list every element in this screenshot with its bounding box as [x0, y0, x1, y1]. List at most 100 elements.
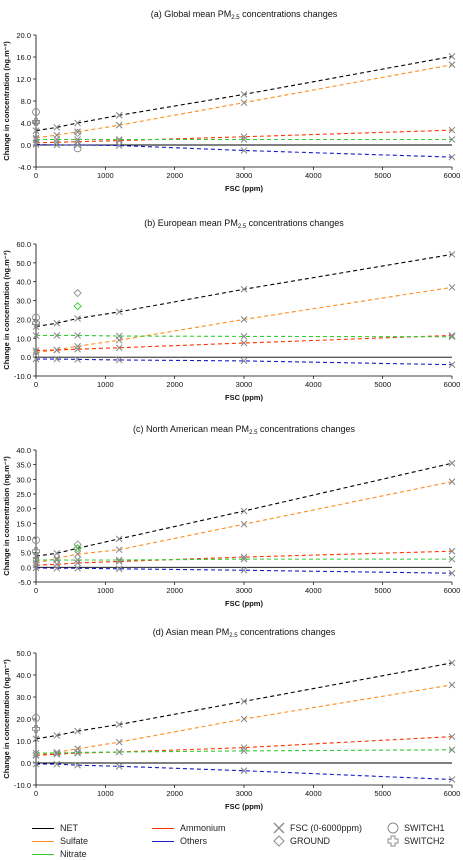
- chart2-title: (b) European mean PM2.5 concentrations c…: [144, 218, 344, 230]
- chart4-point-net: [53, 732, 61, 739]
- chart2-ytick-label: 30.0: [16, 297, 31, 306]
- chart3-point-sulfate: [448, 478, 456, 486]
- chart4-xtick-label: 2000: [166, 789, 183, 798]
- chart2-ground-marker: [73, 302, 82, 311]
- legend-item-sulfate: Sulfate: [32, 835, 88, 847]
- chart1-series-net: [35, 55, 453, 132]
- chart1-series-sulfate: [35, 64, 453, 139]
- legend-label-net: NET: [60, 823, 78, 833]
- chart2-xtick-label: 3000: [236, 380, 253, 389]
- chart3-point-sulfate: [115, 546, 123, 554]
- chart4-xtick-label: 0: [34, 789, 38, 798]
- legend-label-ammonium: Ammonium: [180, 823, 226, 833]
- chart2-point-ammonium: [448, 332, 456, 339]
- chart3-point-others: [53, 564, 61, 572]
- legend-swatch-switch1: [387, 822, 399, 834]
- chart1-point-others: [53, 141, 61, 149]
- chart1-point-nitrate: [53, 136, 61, 143]
- chart2-point-ammonium: [74, 345, 81, 353]
- chart4-ytick-label: 30.0: [16, 693, 31, 702]
- chart1-point-others: [32, 141, 40, 148]
- chart4-point-others: [74, 761, 81, 769]
- legend-label-sulfate: Sulfate: [60, 836, 89, 846]
- legend-item-switch2: SWITCH2: [386, 835, 445, 847]
- chart2-point-others: [448, 361, 456, 369]
- chart3-ytick-label: -5.0: [18, 578, 31, 587]
- chart1-point-nitrate: [115, 136, 123, 143]
- legend-label-switch2: SWITCH2: [404, 836, 445, 846]
- chart3-series-sulfate: [35, 481, 453, 564]
- chart3-xtick-label: 1000: [97, 586, 114, 595]
- legend-label-fsc: FSC (0-6000ppm): [290, 823, 363, 833]
- chart1-point-others: [448, 153, 456, 161]
- chart1-series-others: [35, 143, 453, 158]
- chart3-point-others: [448, 569, 456, 577]
- chart4-point-nitrate: [448, 746, 456, 754]
- chart3-point-net: [53, 549, 61, 557]
- chart4-point-net: [240, 698, 248, 705]
- chart2-xtick-label: 0: [34, 380, 38, 389]
- chart1-ground-marker: [73, 128, 82, 138]
- chart2-point-nitrate: [53, 332, 61, 339]
- chart3-point-nitrate: [115, 556, 123, 564]
- chart4-xtick-label: 5000: [374, 789, 391, 798]
- chart2-xtick-label: 5000: [374, 380, 391, 389]
- chart4-point-others: [32, 760, 40, 768]
- chart2-ytick-label: 60.0: [16, 240, 31, 249]
- chart3-xtick-label: 3000: [236, 586, 253, 595]
- chart4-ytick-label: 40.0: [16, 671, 31, 680]
- chart3-point-ammonium: [74, 559, 81, 567]
- chart2-ytick-label: 50.0: [16, 259, 31, 268]
- legend-item-net: NET: [32, 822, 78, 834]
- chart4-point-nitrate: [240, 747, 248, 755]
- legend-swatch-ammonium: [152, 827, 174, 829]
- chart3-point-nitrate: [32, 556, 40, 564]
- chart2-xtick-label: 4000: [305, 380, 322, 389]
- legend-label-nitrate: Nitrate: [60, 849, 87, 859]
- chart2-point-nitrate: [448, 333, 456, 341]
- chart3-title: (c) North American mean PM2.5 concentrat…: [133, 424, 355, 436]
- chart3-point-net: [240, 507, 248, 515]
- chart3-ground-marker: [73, 544, 82, 553]
- chart1-point-sulfate: [448, 61, 456, 69]
- chart1-ytick-label: 12.0: [16, 75, 31, 84]
- chart4-series-sulfate: [35, 684, 453, 756]
- chart4-point-sulfate: [115, 738, 123, 746]
- chart3-point-others: [240, 566, 248, 574]
- legend-item-ammonium: Ammonium: [152, 822, 226, 834]
- chart3-point-others: [115, 565, 123, 573]
- chart1-title: (a) Global mean PM2.5 concentrations cha…: [151, 9, 338, 21]
- chart2-ytick-label: 20.0: [16, 315, 31, 324]
- chart2-switch2-marker: [32, 319, 40, 328]
- chart3-point-ammonium: [32, 561, 40, 569]
- chart3-ytick-label: 0.0: [21, 563, 31, 572]
- chart4-xlabel: FSC (ppm): [225, 802, 263, 811]
- chart2-point-sulfate: [240, 316, 248, 323]
- chart3-point-net: [115, 535, 123, 543]
- chart3-point-sulfate: [240, 520, 248, 528]
- chart3-ytick-label: 15.0: [16, 519, 31, 528]
- chart2-point-nitrate: [32, 332, 40, 339]
- chart2-series-nitrate: [36, 334, 453, 338]
- legend-swatch-nitrate: [32, 853, 54, 855]
- chart2-point-sulfate: [74, 342, 81, 350]
- chart1-ytick-label: 20.0: [16, 31, 31, 40]
- chart2-point-net: [53, 319, 61, 327]
- chart1-point-net: [53, 124, 61, 131]
- chart2-series-ammonium: [35, 334, 453, 352]
- chart4-point-nitrate: [74, 749, 81, 756]
- chart3-ground-marker: [73, 540, 82, 549]
- chart3-point-sulfate: [74, 550, 81, 558]
- chart3-switch1-marker: [32, 536, 40, 545]
- figure-canvas: (a) Global mean PM2.5 concentrations cha…: [2, 9, 460, 811]
- chart1-ytick-label: 16.0: [16, 53, 31, 62]
- chart1-ylabel: Change in concentration (ng.m⁻³): [2, 41, 11, 161]
- chart1-point-net: [115, 111, 123, 119]
- chart2-series-net: [35, 253, 453, 328]
- chart2-ytick-label: -10.0: [14, 372, 31, 381]
- chart4-point-others: [53, 760, 61, 768]
- chart2-ylabel: Change in concentration (ng.m⁻³): [2, 250, 11, 370]
- chart1-xtick-label: 2000: [166, 171, 183, 180]
- legend-item-fsc: FSC (0-6000ppm): [272, 822, 362, 834]
- chart4-series-ammonium: [35, 736, 453, 756]
